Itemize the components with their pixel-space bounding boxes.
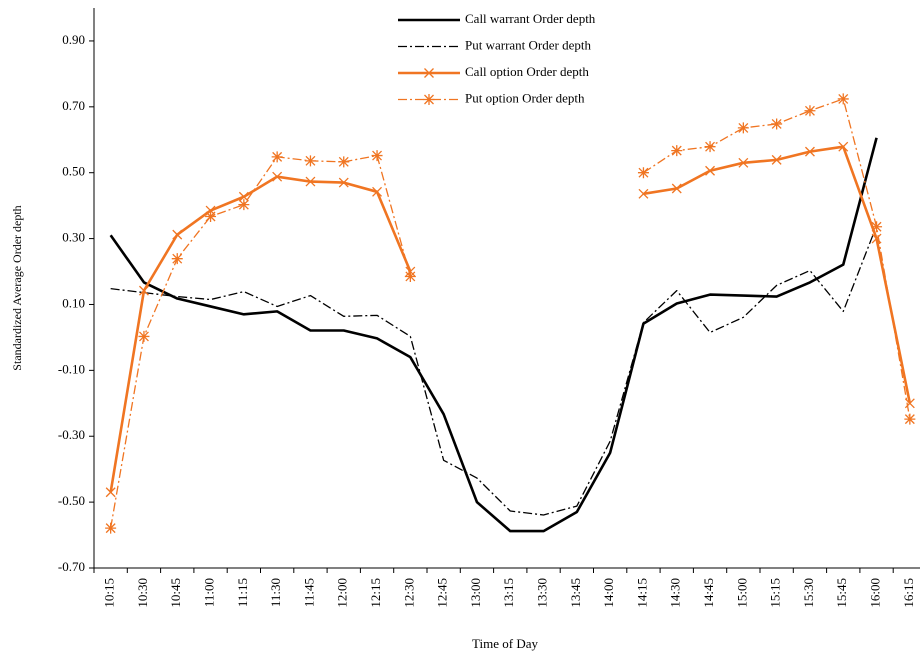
legend-label: Put option Order depth bbox=[465, 90, 585, 105]
marker bbox=[105, 522, 117, 534]
x-tick-label: 11:45 bbox=[301, 578, 316, 607]
legend-item: Call option Order depth bbox=[398, 64, 589, 79]
y-tick-label: 0.50 bbox=[62, 164, 85, 179]
marker bbox=[871, 221, 883, 233]
legend-label: Call option Order depth bbox=[465, 64, 589, 79]
x-tick-label: 12:30 bbox=[401, 578, 416, 608]
marker bbox=[771, 118, 783, 130]
x-tick-label: 12:45 bbox=[435, 578, 450, 608]
y-axis-label: Standardized Average Order depth bbox=[10, 205, 24, 370]
marker bbox=[638, 188, 649, 199]
marker bbox=[172, 229, 183, 240]
marker bbox=[705, 165, 716, 176]
series-line bbox=[109, 137, 878, 533]
y-tick-label: 0.10 bbox=[62, 295, 85, 310]
x-tick-label: 13:00 bbox=[468, 578, 483, 608]
marker bbox=[423, 94, 435, 105]
x-tick-label: 15:00 bbox=[734, 578, 749, 608]
marker bbox=[371, 150, 383, 162]
marker bbox=[138, 330, 150, 342]
marker bbox=[272, 171, 283, 182]
marker bbox=[171, 253, 183, 265]
x-tick-label: 14:00 bbox=[601, 578, 616, 608]
marker bbox=[372, 186, 383, 197]
legend-item: Put option Order depth bbox=[398, 90, 585, 105]
marker bbox=[671, 145, 683, 157]
x-tick-label: 13:30 bbox=[535, 578, 550, 608]
series-line bbox=[110, 98, 911, 529]
y-tick-label: -0.30 bbox=[58, 427, 85, 442]
x-tick-label: 12:15 bbox=[368, 578, 383, 608]
x-tick-label: 11:15 bbox=[235, 578, 250, 607]
x-tick-label: 14:45 bbox=[701, 578, 716, 608]
marker bbox=[238, 191, 249, 202]
x-tick-label: 14:15 bbox=[634, 578, 649, 608]
x-tick-label: 10:45 bbox=[168, 578, 183, 608]
y-tick-label: -0.10 bbox=[58, 361, 85, 376]
marker bbox=[771, 154, 782, 165]
marker bbox=[338, 156, 350, 168]
marker bbox=[838, 141, 849, 152]
x-tick-label: 15:30 bbox=[801, 578, 816, 608]
marker bbox=[304, 155, 316, 167]
marker bbox=[737, 122, 749, 134]
x-tick-label: 15:15 bbox=[768, 578, 783, 608]
x-tick-label: 11:00 bbox=[202, 578, 217, 607]
y-tick-label: 0.90 bbox=[62, 32, 85, 47]
y-tick-label: -0.70 bbox=[58, 559, 85, 574]
x-tick-label: 13:45 bbox=[568, 578, 583, 608]
marker bbox=[804, 105, 816, 117]
x-tick-label: 11:30 bbox=[268, 578, 283, 607]
marker bbox=[704, 141, 716, 153]
marker bbox=[637, 167, 649, 179]
series-line bbox=[110, 225, 878, 516]
x-tick-label: 16:15 bbox=[901, 578, 916, 608]
y-tick-label: 0.70 bbox=[62, 98, 85, 113]
x-tick-label: 16:00 bbox=[868, 578, 883, 608]
series-line bbox=[109, 145, 912, 493]
x-tick-label: 14:30 bbox=[668, 578, 683, 608]
legend-item: Call warrant Order depth bbox=[398, 11, 596, 26]
y-tick-label: 0.30 bbox=[62, 230, 85, 245]
x-tick-label: 12:00 bbox=[335, 578, 350, 608]
marker bbox=[305, 176, 316, 187]
marker bbox=[804, 146, 815, 157]
marker bbox=[424, 68, 434, 78]
x-tick-label: 15:45 bbox=[834, 578, 849, 608]
marker bbox=[271, 151, 283, 163]
x-tick-label: 10:30 bbox=[135, 578, 150, 608]
marker bbox=[338, 177, 349, 188]
legend-label: Call warrant Order depth bbox=[465, 11, 596, 26]
marker bbox=[738, 157, 749, 168]
marker bbox=[138, 285, 149, 296]
x-tick-label: 13:15 bbox=[501, 578, 516, 608]
marker bbox=[671, 183, 682, 194]
marker bbox=[238, 199, 250, 211]
marker bbox=[105, 487, 116, 498]
marker bbox=[904, 413, 916, 425]
marker bbox=[205, 211, 217, 223]
legend-label: Put warrant Order depth bbox=[465, 37, 591, 52]
marker bbox=[904, 398, 915, 409]
marker bbox=[837, 93, 849, 105]
y-tick-label: -0.50 bbox=[58, 493, 85, 508]
x-tick-label: 10:15 bbox=[102, 578, 117, 608]
x-axis-label: Time of Day bbox=[472, 636, 538, 651]
legend-item: Put warrant Order depth bbox=[398, 37, 591, 52]
marker bbox=[404, 270, 416, 282]
